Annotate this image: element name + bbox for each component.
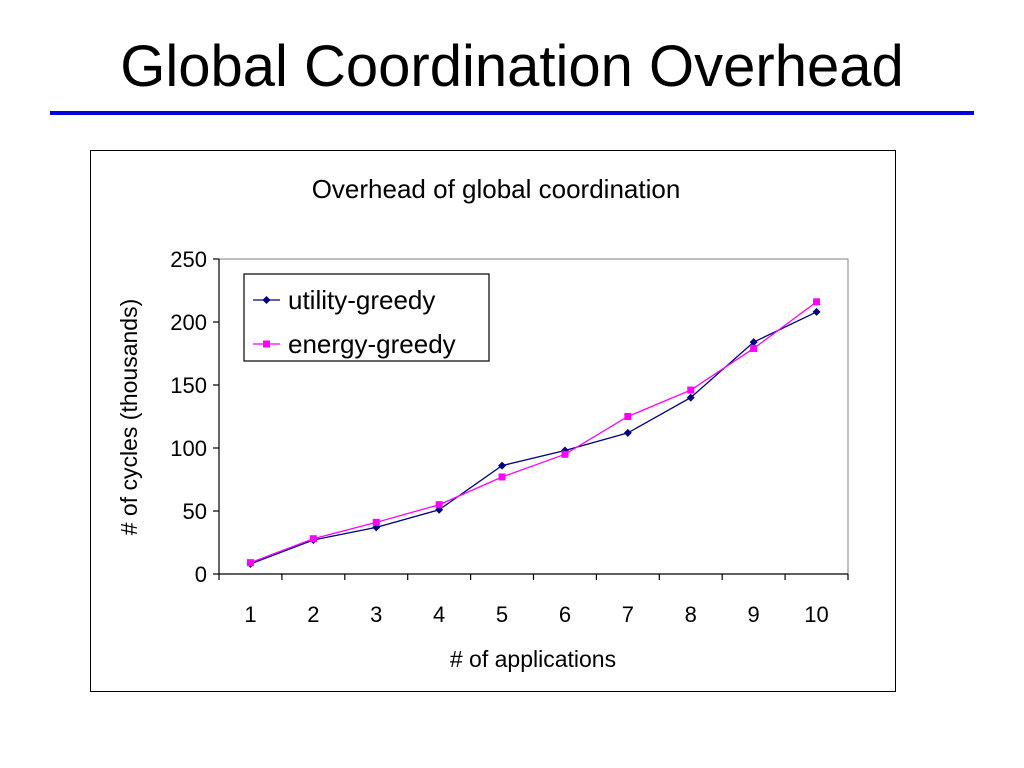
slide-title: Global Coordination Overhead: [120, 34, 904, 99]
legend-marker: [263, 340, 270, 348]
x-tick-label: 2: [307, 602, 319, 627]
x-tick-label: 1: [244, 602, 256, 627]
data-point-energy-greedy: [246, 559, 254, 567]
title-rule: [50, 111, 974, 115]
data-point-energy-greedy: [561, 450, 569, 458]
data-point-energy-greedy: [813, 298, 821, 306]
data-point-utility-greedy: [812, 307, 821, 316]
y-tick-label: 100: [170, 436, 207, 461]
data-point-utility-greedy: [686, 393, 695, 402]
y-tick-label: 50: [183, 499, 207, 524]
x-tick-label: 6: [559, 602, 571, 627]
data-point-energy-greedy: [498, 473, 506, 481]
data-point-utility-greedy: [498, 461, 507, 470]
legend-label: energy-greedy: [288, 329, 456, 359]
data-point-energy-greedy: [687, 386, 695, 394]
data-point-energy-greedy: [624, 413, 632, 420]
data-point-energy-greedy: [309, 535, 317, 543]
x-tick-label: 10: [804, 602, 828, 627]
x-tick-label: 8: [685, 602, 697, 627]
y-tick-label: 150: [170, 373, 207, 398]
data-point-energy-greedy: [750, 344, 758, 352]
y-axis-label: # of cycles (thousands): [116, 299, 142, 536]
data-point-energy-greedy: [372, 518, 380, 526]
x-tick-label: 9: [748, 602, 760, 627]
data-point-utility-greedy: [623, 428, 632, 437]
series-line-energy-greedy: [250, 301, 817, 564]
y-tick-label: 250: [170, 247, 207, 272]
legend-label: utility-greedy: [288, 285, 435, 315]
data-point-energy-greedy: [435, 501, 443, 509]
y-tick-label: 0: [195, 562, 207, 587]
legend-marker: [262, 296, 271, 304]
legend-box: [243, 273, 490, 362]
x-tick-label: 5: [496, 602, 508, 627]
chart-title: Overhead of global coordination: [312, 174, 681, 204]
chart-frame: [90, 150, 896, 692]
data-point-utility-greedy: [749, 338, 758, 347]
x-tick-label: 3: [370, 602, 382, 627]
x-tick-label: 4: [433, 602, 445, 627]
y-tick-label: 200: [170, 310, 207, 335]
x-axis-label: # of applications: [450, 646, 616, 672]
x-tick-label: 7: [622, 602, 634, 627]
